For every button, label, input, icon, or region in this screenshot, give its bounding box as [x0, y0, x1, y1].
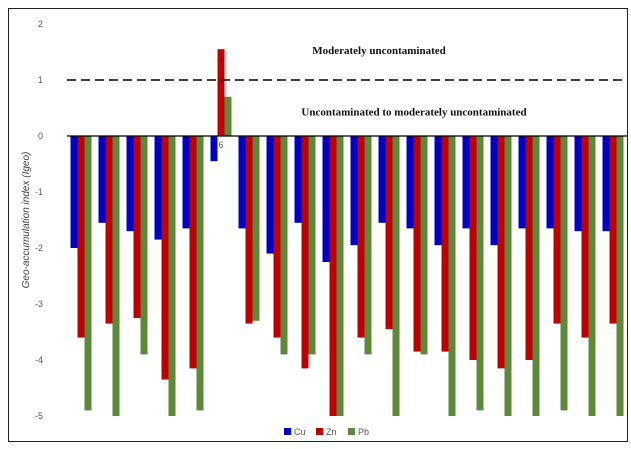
bar-cu-9: [294, 136, 302, 223]
bar-cu-19: [574, 136, 582, 232]
bar-zn-1: [77, 136, 85, 338]
bar-cu-20: [602, 136, 610, 232]
bar-cu-7: [238, 136, 246, 229]
legend-label-zn: Zn: [326, 427, 337, 437]
bar-cu-14: [434, 136, 442, 246]
bar-pb-10: [336, 136, 344, 416]
bar-cu-5: [182, 136, 190, 229]
bar-pb-13: [420, 136, 428, 355]
bar-pb-7: [252, 136, 260, 321]
bar-pb-1: [84, 136, 92, 411]
bar-zn-18: [553, 136, 561, 324]
bar-cu-3: [126, 136, 134, 232]
bar-zn-3: [133, 136, 141, 318]
legend-label-pb: Pb: [358, 427, 369, 437]
bar-pb-17: [532, 136, 540, 416]
y-tick-label: -3: [35, 299, 43, 309]
category-label: 6: [218, 140, 223, 150]
chart-frame: 2 1 0 -1 -2 -3 -4 -5 Geo-accumulation index (Ig…: [8, 8, 628, 442]
bar-zn-9: [301, 136, 309, 369]
y-tick-label: 0: [38, 131, 43, 141]
legend: Cu Zn Pb: [284, 427, 369, 437]
bars-group: [70, 49, 624, 416]
bar-zn-17: [525, 136, 533, 360]
legend-swatch-cu: [284, 428, 291, 435]
bar-pb-8: [280, 136, 288, 355]
bar-zn-4: [161, 136, 169, 380]
bar-cu-1: [70, 136, 78, 248]
bar-zn-2: [105, 136, 113, 324]
y-tick-label: 1: [38, 75, 43, 85]
bar-zn-20: [609, 136, 617, 324]
bar-zn-5: [189, 136, 197, 369]
bar-pb-6: [224, 96, 232, 136]
bar-cu-4: [154, 136, 162, 240]
y-tick-label: -2: [35, 243, 43, 253]
y-axis-label: Geo-accumulation index (Igeo): [21, 152, 32, 289]
bar-zn-14: [441, 136, 449, 352]
bar-pb-9: [308, 136, 316, 355]
bar-cu-12: [378, 136, 386, 223]
bar-pb-2: [112, 136, 120, 416]
bar-cu-15: [462, 136, 470, 229]
bar-zn-13: [413, 136, 421, 352]
legend-swatch-zn: [316, 428, 323, 435]
bar-pb-16: [504, 136, 512, 416]
bar-pb-11: [364, 136, 372, 355]
annotation-uncontaminated-to-moderately: Uncontaminated to moderately uncontamina…: [301, 107, 526, 119]
bar-cu-2: [98, 136, 106, 223]
bar-cu-17: [518, 136, 526, 229]
bar-pb-12: [392, 136, 400, 416]
y-axis-ticks: 2 1 0 -1 -2 -3 -4 -5: [35, 19, 43, 421]
bar-pb-14: [448, 136, 456, 416]
bar-pb-15: [476, 136, 484, 411]
y-tick-label: 2: [38, 19, 43, 29]
igeo-bar-chart: 2 1 0 -1 -2 -3 -4 -5 Geo-accumulation index (Ig…: [21, 19, 627, 437]
y-tick-label: -1: [35, 187, 43, 197]
y-tick-label: -5: [35, 411, 43, 421]
bar-cu-10: [322, 136, 330, 262]
bar-zn-8: [273, 136, 281, 338]
bar-cu-13: [406, 136, 414, 229]
bar-zn-10: [329, 136, 337, 416]
category-labels: 6: [218, 140, 223, 150]
bar-pb-19: [588, 136, 596, 416]
bar-zn-7: [245, 136, 253, 324]
bar-pb-3: [140, 136, 148, 355]
y-tick-label: -4: [35, 355, 43, 365]
annotation-moderately-uncontaminated: Moderately uncontaminated: [312, 45, 446, 57]
bar-zn-16: [497, 136, 505, 369]
bar-zn-6: [217, 49, 225, 137]
bar-cu-16: [490, 136, 498, 246]
legend-label-cu: Cu: [294, 427, 306, 437]
bar-cu-11: [350, 136, 358, 246]
bar-pb-18: [560, 136, 568, 411]
bar-zn-19: [581, 136, 589, 338]
bar-cu-8: [266, 136, 274, 254]
legend-swatch-pb: [348, 428, 355, 435]
bar-pb-4: [168, 136, 176, 416]
bar-zn-15: [469, 136, 477, 360]
bar-zn-11: [357, 136, 365, 338]
bar-cu-6: [210, 136, 218, 162]
bar-zn-12: [385, 136, 393, 330]
bar-pb-5: [196, 136, 204, 411]
bar-pb-20: [616, 136, 624, 416]
bar-cu-18: [546, 136, 554, 229]
